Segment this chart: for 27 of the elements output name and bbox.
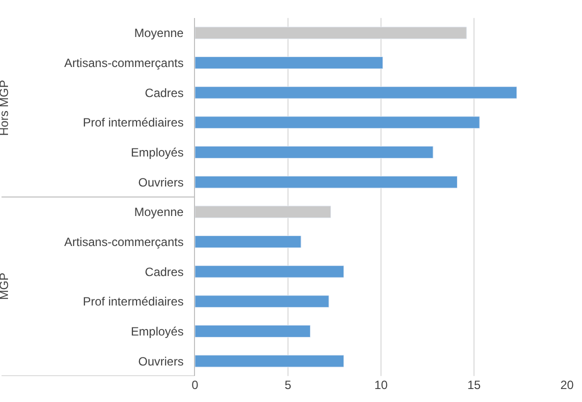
y-tick-label: Artisans-commerçants [64,56,184,70]
bar [195,354,344,368]
y-tick-label: Cadres [144,264,184,279]
y-tick-label: Ouvriers [138,354,184,368]
bar [195,236,302,248]
y-tick-label: Cadres [144,86,184,100]
y-tick-label: Moyenne [134,26,184,40]
y-tick-label: Prof intermédiaires [82,294,184,309]
bar [195,265,344,278]
y-tick-label: Prof intermédiaires [82,116,184,130]
y-tick-label: Ouvriers [138,175,184,190]
x-tick-label: 15 [467,378,481,392]
bar [195,56,384,69]
x-tick-label: 5 [284,378,292,392]
bar [195,176,458,188]
x-tick-label: 0 [192,378,199,392]
x-tick-label: 10 [374,378,388,392]
y-tick-label: Employés [130,324,184,338]
x-tick-label: 20 [560,378,574,392]
bar [195,116,480,129]
bar [195,295,330,308]
bar [195,146,434,158]
bar [195,86,518,99]
y-tick-label: Artisans-commerçants [64,234,184,249]
y-tick-label: Moyenne [134,205,184,220]
y-tick-label: Employés [130,145,184,160]
bar [195,325,311,338]
